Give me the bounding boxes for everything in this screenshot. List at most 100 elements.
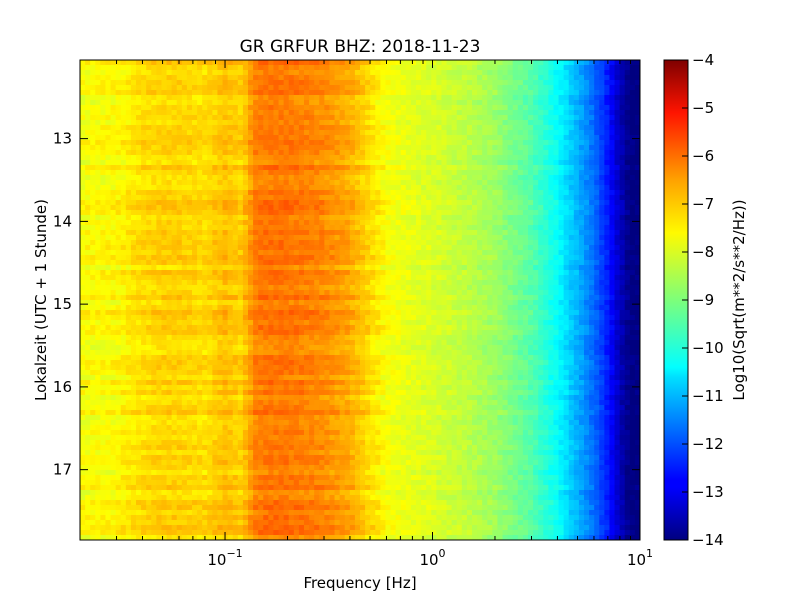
heatmap-cell: [181, 100, 188, 106]
heatmap-cell: [466, 110, 473, 116]
heatmap-cell: [436, 175, 443, 181]
heatmap-cell: [268, 215, 275, 221]
heatmap-cell: [619, 280, 626, 286]
heatmap-cell: [90, 85, 96, 91]
heatmap-cell: [166, 65, 173, 71]
heatmap-cell: [522, 225, 529, 231]
heatmap-cell: [288, 190, 295, 196]
heatmap-cell: [232, 180, 239, 186]
heatmap-cell: [181, 90, 188, 96]
heatmap-cell: [538, 95, 544, 101]
heatmap-cell: [141, 105, 147, 111]
heatmap-cell: [543, 190, 549, 196]
heatmap-cell: [324, 125, 331, 131]
heatmap-cell: [273, 135, 280, 141]
heatmap-cell: [477, 250, 483, 256]
heatmap-cell: [176, 205, 183, 211]
heatmap-cell: [278, 265, 285, 271]
heatmap-cell: [385, 275, 392, 281]
heatmap-cell: [578, 235, 585, 241]
heatmap-cell: [273, 265, 280, 271]
heatmap-cell: [156, 170, 163, 176]
heatmap-cell: [528, 200, 534, 206]
heatmap-cell: [538, 65, 544, 71]
heatmap-cell: [416, 75, 422, 81]
heatmap-cell: [202, 95, 208, 101]
heatmap-cell: [120, 280, 127, 286]
heatmap-cell: [324, 255, 331, 261]
heatmap-cell: [309, 165, 315, 171]
heatmap-cell: [589, 265, 595, 271]
heatmap-cell: [156, 255, 163, 261]
heatmap-cell: [456, 115, 463, 121]
heatmap-cell: [528, 135, 534, 141]
heatmap-cell: [197, 170, 203, 176]
heatmap-cell: [314, 225, 320, 231]
heatmap-cell: [502, 225, 509, 231]
heatmap-cell: [242, 275, 249, 281]
heatmap-cell: [446, 160, 453, 166]
heatmap-cell: [533, 165, 539, 171]
heatmap-cell: [105, 140, 112, 146]
heatmap-cell: [624, 80, 631, 86]
heatmap-cell: [360, 100, 366, 106]
heatmap-cell: [400, 195, 407, 201]
heatmap-cell: [517, 200, 524, 206]
heatmap-cell: [171, 220, 178, 226]
heatmap-cell: [268, 255, 275, 261]
heatmap-cell: [156, 75, 163, 81]
heatmap-cell: [304, 80, 310, 86]
heatmap-cell: [232, 130, 239, 136]
heatmap-cell: [492, 225, 499, 231]
heatmap-cell: [487, 60, 493, 66]
heatmap-cell: [130, 230, 137, 236]
heatmap-cell: [298, 255, 305, 261]
heatmap-cell: [217, 115, 224, 121]
heatmap-cell: [151, 180, 157, 186]
heatmap-cell: [380, 95, 387, 101]
heatmap-cell: [90, 250, 96, 256]
heatmap-cell: [421, 120, 427, 126]
heatmap-cell: [314, 210, 320, 216]
heatmap-cell: [568, 60, 575, 66]
heatmap-cell: [105, 135, 112, 141]
heatmap-cell: [186, 70, 193, 76]
heatmap-cell: [538, 220, 544, 226]
heatmap-cell: [594, 165, 600, 171]
heatmap-cell: [395, 240, 402, 246]
heatmap-cell: [507, 110, 514, 116]
heatmap-cell: [441, 245, 448, 251]
heatmap-cell: [222, 240, 229, 246]
heatmap-cell: [273, 130, 280, 136]
heatmap-cell: [573, 80, 580, 86]
heatmap-cell: [227, 200, 234, 206]
heatmap-cell: [472, 195, 478, 201]
heatmap-cell: [390, 265, 397, 271]
heatmap-cell: [105, 150, 112, 156]
heatmap-cell: [349, 155, 356, 161]
heatmap-cell: [441, 180, 448, 186]
heatmap-cell: [242, 245, 249, 251]
heatmap-cell: [395, 190, 402, 196]
heatmap-cell: [360, 175, 366, 181]
heatmap-cell: [533, 150, 539, 156]
heatmap-cell: [522, 180, 529, 186]
heatmap-cell: [248, 135, 254, 141]
heatmap-cell: [146, 215, 152, 221]
heatmap-cell: [619, 180, 626, 186]
heatmap-cell: [578, 210, 585, 216]
heatmap-cell: [492, 95, 499, 101]
heatmap-cell: [395, 140, 402, 146]
heatmap-cell: [273, 230, 280, 236]
heatmap-cell: [181, 130, 188, 136]
heatmap-cell: [110, 130, 117, 136]
heatmap-cell: [161, 280, 168, 286]
heatmap-cell: [538, 175, 544, 181]
heatmap-cell: [166, 215, 173, 221]
heatmap-cell: [466, 240, 473, 246]
heatmap-cell: [416, 165, 422, 171]
heatmap-cell: [558, 245, 565, 251]
heatmap-cell: [573, 70, 580, 76]
heatmap-cell: [543, 70, 549, 76]
heatmap-cell: [319, 200, 325, 206]
